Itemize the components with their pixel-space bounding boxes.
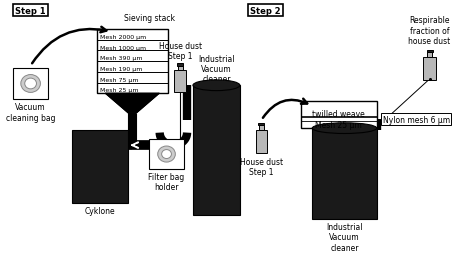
Text: Respirable
fraction of
house dust: Respirable fraction of house dust <box>409 16 451 46</box>
Bar <box>149 139 184 170</box>
Bar <box>72 130 128 203</box>
Bar <box>97 30 167 94</box>
Bar <box>193 86 240 215</box>
Bar <box>301 102 377 129</box>
Text: Mesh 2000 μm: Mesh 2000 μm <box>100 35 146 40</box>
Text: House dust
Step 1: House dust Step 1 <box>159 42 202 61</box>
Bar <box>423 57 436 81</box>
Text: Filter bag
holder: Filter bag holder <box>148 172 185 192</box>
Text: twilled weave
Mesh 25 μm: twilled weave Mesh 25 μm <box>312 110 365 129</box>
Circle shape <box>21 75 40 93</box>
Bar <box>13 5 48 17</box>
Text: Industrial
Vacuum
cleaner: Industrial Vacuum cleaner <box>198 54 235 84</box>
Text: Step 2: Step 2 <box>250 7 281 16</box>
Text: Cyklone: Cyklone <box>85 206 115 215</box>
Text: Mesh 1000 μm: Mesh 1000 μm <box>100 45 146 50</box>
Text: Sieving stack: Sieving stack <box>125 14 175 23</box>
Text: House dust
Step 1: House dust Step 1 <box>240 157 283 177</box>
Bar <box>248 5 283 17</box>
Text: Mesh 390 μm: Mesh 390 μm <box>100 56 143 61</box>
Bar <box>178 66 182 71</box>
Bar <box>255 130 267 154</box>
Bar <box>13 69 48 99</box>
Text: Industrial
Vacuum
cleaner: Industrial Vacuum cleaner <box>326 222 363 252</box>
Circle shape <box>158 147 175 163</box>
Bar <box>177 64 183 66</box>
Text: Step 1: Step 1 <box>15 7 46 16</box>
Text: Mesh 190 μm: Mesh 190 μm <box>100 67 142 72</box>
Text: Nylon mesh 6 μm: Nylon mesh 6 μm <box>383 115 450 124</box>
Bar <box>174 71 186 93</box>
Ellipse shape <box>312 123 377 134</box>
Text: Mesh 25 μm: Mesh 25 μm <box>100 88 138 93</box>
Circle shape <box>25 79 36 89</box>
Bar <box>259 126 264 130</box>
Circle shape <box>162 150 172 159</box>
Polygon shape <box>106 94 159 114</box>
Bar <box>427 53 432 57</box>
Text: Mesh 75 μm: Mesh 75 μm <box>100 77 138 82</box>
Text: Vacuum
cleaning bag: Vacuum cleaning bag <box>6 103 55 122</box>
Bar <box>312 129 377 219</box>
Ellipse shape <box>193 81 240 91</box>
Bar <box>258 123 264 126</box>
Bar <box>128 114 136 146</box>
Bar <box>427 50 432 53</box>
